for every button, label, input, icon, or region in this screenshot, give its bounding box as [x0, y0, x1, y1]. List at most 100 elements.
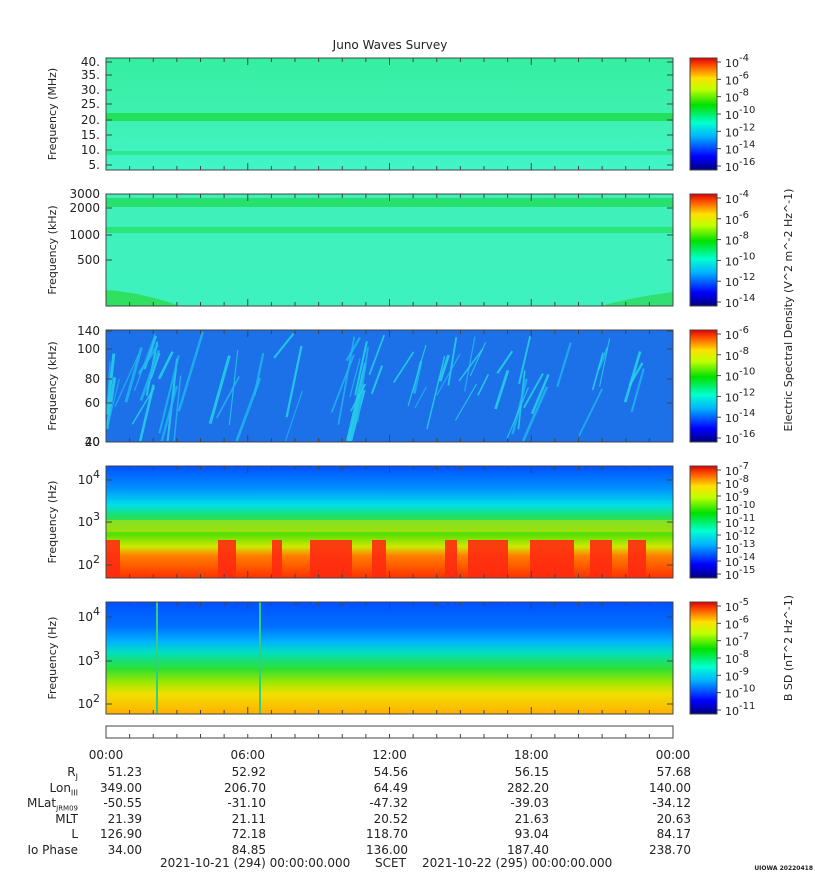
streak [438, 354, 450, 382]
ephemeris-label: L [71, 827, 78, 841]
ephemeris-value: 21.63 [514, 811, 549, 826]
y-axis-label: Frequency (MHz) [46, 68, 59, 160]
ephemeris-value: 187.40 [507, 842, 549, 857]
cbar-tick-label: 10-16 [725, 157, 755, 174]
ephemeris-value: 206.70 [224, 780, 266, 795]
panel-1-band [106, 113, 673, 121]
red-burst [272, 540, 282, 578]
streak [354, 341, 368, 396]
panel-2-band-top [106, 198, 673, 207]
ephemeris-value: 118.70 [366, 827, 408, 841]
y-tick-label: 35. [81, 68, 100, 82]
streak [591, 352, 604, 391]
cbar-tick-label: 10-9 [725, 666, 749, 683]
streak [458, 348, 484, 382]
ephemeris-value: 238.70 [649, 842, 691, 857]
red-burst [218, 540, 236, 578]
streak [407, 344, 427, 407]
streak [208, 355, 231, 425]
streak [173, 375, 182, 442]
x-tick-label: 06:00 [230, 748, 266, 762]
streak [337, 336, 356, 425]
streak [496, 350, 514, 374]
red-burst [310, 540, 352, 578]
cbar-tick-label: 10-8 [725, 474, 749, 491]
streak [578, 388, 604, 437]
ephemeris-value: 21.11 [231, 811, 266, 826]
panel-5 [105, 601, 718, 715]
cbar-tick-label: 10-14 [725, 293, 755, 310]
ephemeris-value: 20.63 [656, 811, 691, 826]
streak [106, 379, 120, 430]
cbar-tick-label: 10-10 [725, 500, 755, 517]
streak [392, 351, 415, 384]
ephemeris-label: MLatJRM09 [27, 796, 78, 813]
scet-label: SCET [375, 856, 406, 870]
ephemeris-label: RJ [67, 765, 78, 782]
y-tick-label: 500 [77, 253, 100, 267]
y-axis-label: Frequency (kHz) [46, 205, 59, 294]
y-tick-label: 1000 [69, 228, 100, 242]
panel-5-colorbar [689, 601, 718, 715]
streak [160, 385, 178, 442]
cbar-tick-label: 10-12 [725, 122, 755, 139]
cbar-tick-label: 10-6 [725, 614, 749, 631]
y-tick-label: 2000 [69, 201, 100, 215]
cbar-tick-label: 10-8 [725, 88, 749, 105]
streak [628, 362, 644, 386]
end-time: 2021-10-22 (295) 00:00:00.000 [422, 856, 613, 870]
y-tick-label: 10. [81, 143, 100, 157]
panel-5-spike-1 [156, 602, 158, 714]
ephemeris-value: 57.68 [656, 765, 691, 779]
y-axis-label: Frequency (Hz) [46, 481, 59, 564]
panel-4-colorbar [689, 465, 718, 579]
cbar-tick-label: 10-12 [725, 272, 755, 289]
panel-5-spectrogram [106, 602, 673, 714]
streak [556, 342, 572, 388]
streak [494, 369, 510, 410]
streak [599, 338, 611, 387]
cbar-tick-label: 10-10 [725, 251, 755, 268]
ephemeris-value: 34.00 [107, 842, 142, 857]
streak [138, 384, 155, 442]
y-tick-label: 103 [78, 649, 100, 668]
streak [345, 336, 361, 362]
panel-1-colorbar [689, 57, 718, 171]
panel-3-streaks [105, 331, 645, 442]
streak [158, 355, 180, 434]
ephemeris-label: LonIII [49, 780, 79, 797]
streak [139, 349, 161, 402]
ephemeris-value: 84.85 [231, 842, 266, 857]
panel-3-colorbar [689, 329, 718, 443]
ephemeris-value: 140.00 [649, 780, 691, 795]
y-tick-label: 102 [78, 553, 100, 572]
streak [370, 365, 384, 395]
panel-2-low-emission [106, 290, 180, 306]
streak [105, 353, 116, 415]
red-burst [468, 540, 508, 578]
y-tick-label: 15. [81, 128, 100, 142]
cbar-tick-label: 10-6 [725, 325, 749, 342]
cbar-tick-label: 10-8 [725, 231, 749, 248]
streak [530, 373, 550, 415]
streak [349, 383, 367, 412]
cbar-tick-label: 10-6 [725, 70, 749, 87]
panel-1-band-faint [106, 151, 673, 155]
ephemeris-value: 72.18 [231, 827, 266, 841]
x-tick-label: 00:00 [88, 748, 124, 762]
cbar-tick-label: 10-14 [725, 140, 755, 157]
cbar-tick-label: 10-13 [725, 539, 755, 556]
axes-layer: 40.35.30.25. 20.15.10.5. Frequency (MHz) 10… [46, 53, 795, 738]
panel-2 [105, 193, 718, 307]
streak [273, 332, 295, 359]
ephemeris-label: Io Phase [27, 842, 78, 857]
ephemeris-value: 64.49 [373, 780, 408, 795]
ephemeris-value: 282.20 [507, 780, 549, 795]
ephemeris-value: 20.52 [373, 811, 408, 826]
chart-title: Juno Waves Survey [332, 38, 448, 52]
cbar-tick-label: 10-12 [725, 387, 755, 404]
ephemeris-value: 51.23 [107, 765, 142, 779]
ephemeris-value: 84.17 [656, 827, 691, 841]
cbar-tick-label: 10-10 [725, 105, 755, 122]
streak [511, 378, 528, 435]
